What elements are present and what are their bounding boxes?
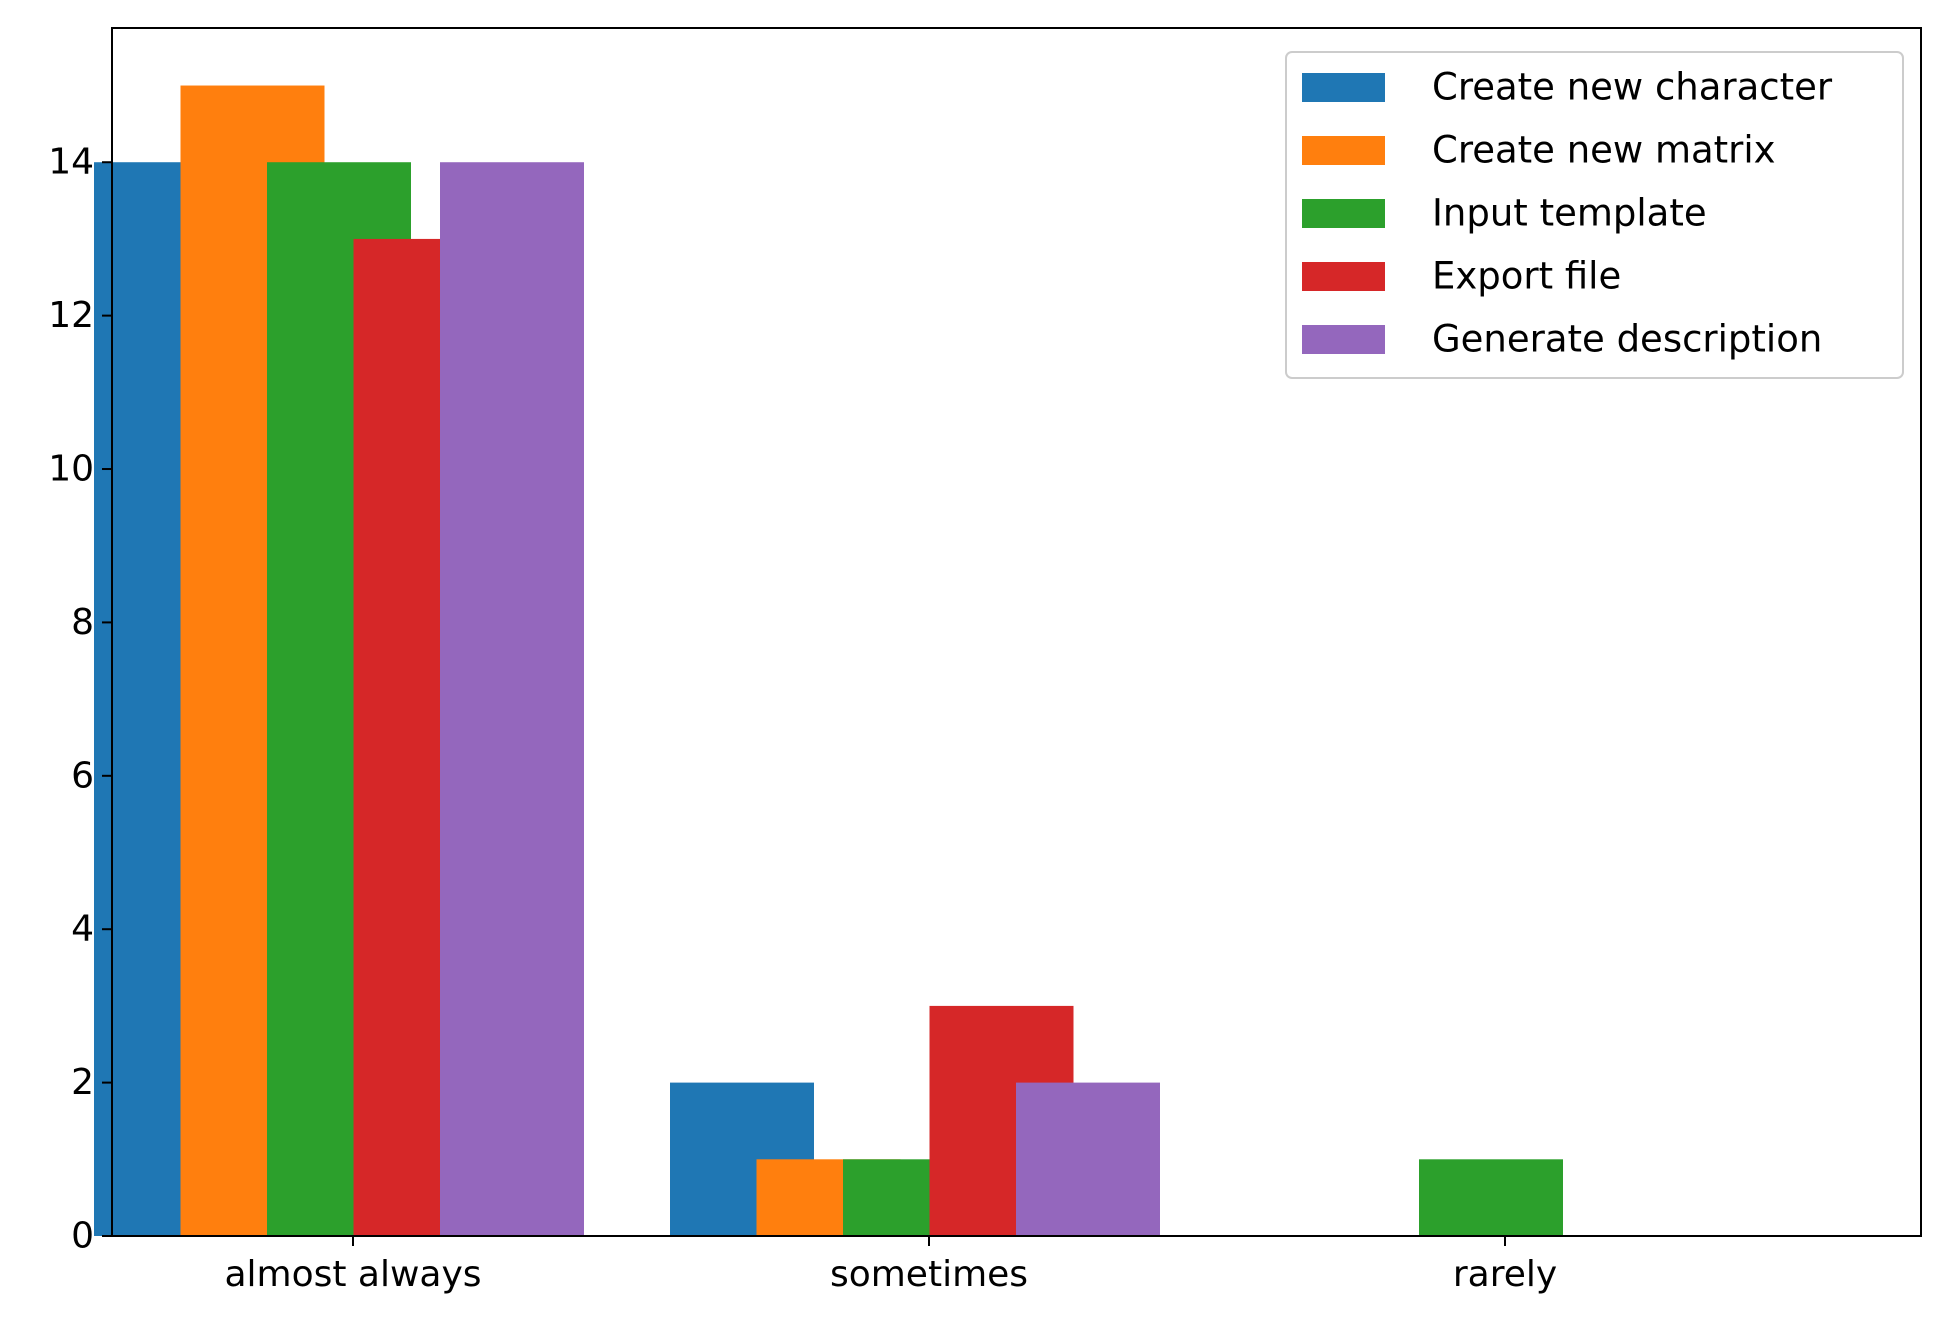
y-tick-label: 6: [71, 755, 94, 796]
bar-generate-description-sometimes: [1016, 1082, 1160, 1236]
legend-label-generate-description: Generate description: [1432, 318, 1822, 361]
legend-label-export-file: Export file: [1432, 255, 1621, 298]
y-tick-label: 8: [71, 602, 94, 643]
x-tick-label-almost-always: almost always: [224, 1254, 481, 1295]
legend-label-create-new-character: Create new character: [1432, 66, 1833, 109]
legend: Create new character Create new matrix Inp…: [1285, 51, 1904, 379]
legend-swatch-input-template: [1302, 199, 1385, 228]
legend-label-input-template: Input template: [1432, 192, 1707, 235]
y-tick-label: 4: [71, 909, 94, 950]
y-tick-label: 10: [48, 449, 94, 490]
y-tick-label: 2: [71, 1062, 94, 1103]
plot-frame: [111, 27, 1922, 1237]
bar-generate-description-almost-always: [440, 162, 584, 1237]
legend-swatch-create-new-matrix: [1302, 136, 1385, 165]
legend-swatch-generate-description: [1302, 325, 1385, 354]
legend-label-create-new-matrix: Create new matrix: [1432, 129, 1776, 172]
bars-layer: [94, 85, 1563, 1237]
y-tick-label: 0: [71, 1216, 94, 1257]
axes-layer: 0 2 4 6 8 10 12 14 almost always sometimes rarely: [48, 27, 1922, 1295]
legend-frame: [1285, 51, 1904, 379]
x-tick-label-rarely: rarely: [1453, 1254, 1557, 1295]
x-tick-label-sometimes: sometimes: [830, 1254, 1028, 1295]
y-tick-label: 12: [48, 295, 94, 336]
bar-input-template-rarely: [1419, 1159, 1563, 1236]
legend-swatch-create-new-character: [1302, 73, 1385, 102]
y-tick-label: 14: [48, 142, 94, 183]
legend-swatch-export-file: [1302, 262, 1385, 291]
